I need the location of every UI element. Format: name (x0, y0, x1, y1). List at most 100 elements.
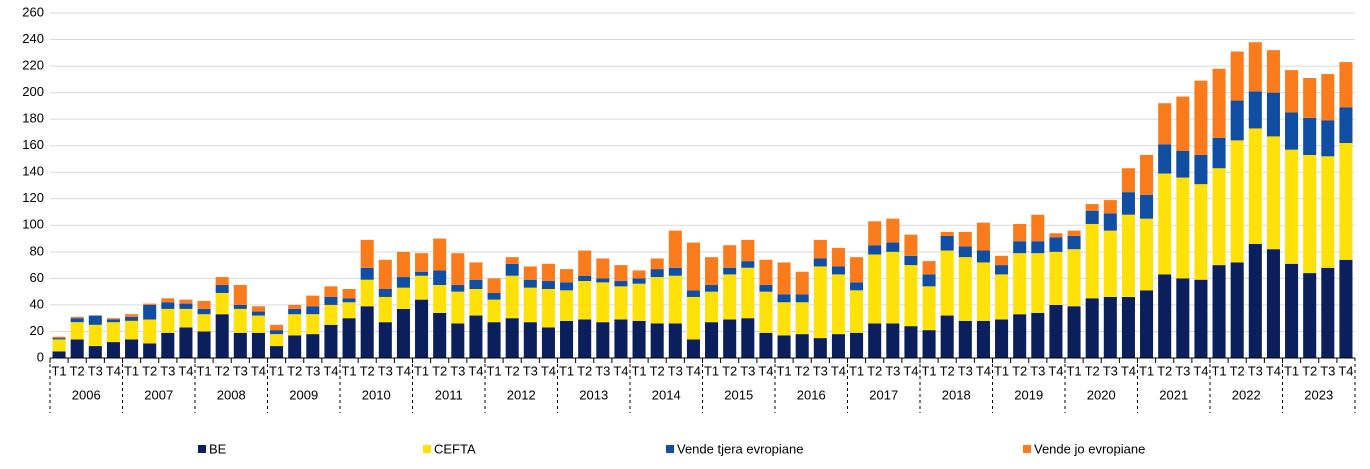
bar-segment (868, 323, 882, 358)
bar-segment (270, 324, 284, 331)
x-tick-label: T3 (1030, 363, 1045, 378)
bar-segment (360, 306, 374, 358)
bar-segment (1339, 62, 1353, 108)
bar-segment (1158, 103, 1172, 145)
bar-segment (759, 285, 773, 292)
bar-segment (958, 246, 972, 258)
bar-segment (1248, 128, 1262, 244)
bar-segment (1339, 143, 1353, 260)
bar-segment (342, 318, 356, 358)
bar-segment (850, 257, 864, 283)
bar-segment (922, 286, 936, 331)
bar-segment (396, 251, 410, 278)
bar-segment (233, 304, 247, 309)
x-tick-label: T2 (867, 363, 882, 378)
bar-segment (215, 277, 229, 286)
bar-segment (52, 338, 66, 340)
x-tick-label: T1 (414, 363, 429, 378)
x-tick-label: T3 (88, 363, 103, 378)
bar-segment (795, 302, 809, 335)
bar-segment (233, 332, 247, 358)
x-tick-label: T4 (1193, 363, 1208, 378)
x-tick-label: T2 (1085, 363, 1100, 378)
bar-segment (505, 275, 519, 319)
legend-label: Vende tjera evropiane (677, 441, 803, 456)
bar-segment (759, 259, 773, 286)
bar-segment (415, 299, 429, 358)
y-tick-label: 100 (22, 217, 44, 232)
x-tick-label: T4 (831, 363, 846, 378)
bar-segment (215, 292, 229, 315)
bar-segment (487, 322, 501, 358)
x-tick-label: T4 (1266, 363, 1281, 378)
bar-segment (1158, 274, 1172, 358)
bar-segment (1031, 214, 1045, 242)
bar-segment (1031, 253, 1045, 313)
bar-segment (233, 285, 247, 305)
bar-segment (813, 338, 827, 358)
bar-segment (288, 304, 302, 309)
x-tick-label: T3 (595, 363, 610, 378)
bar-segment (1140, 194, 1154, 219)
bar-segment (868, 245, 882, 255)
bar-segment (1067, 306, 1081, 358)
year-label: 2023 (1304, 387, 1333, 402)
year-label: 2020 (1087, 387, 1116, 402)
bar-segment (378, 296, 392, 323)
x-tick-label: T1 (559, 363, 574, 378)
bar-segment (705, 291, 719, 323)
bar-segment (1121, 296, 1135, 358)
bar-segment (1013, 253, 1027, 315)
bar-segment (958, 257, 972, 321)
x-tick-label: T3 (378, 363, 393, 378)
x-tick-label: T1 (51, 363, 66, 378)
y-tick-label: 160 (22, 137, 44, 152)
bar-segment (976, 320, 990, 358)
bar-segment (161, 298, 175, 303)
bar-segment (1230, 262, 1244, 358)
bar-segment (759, 332, 773, 358)
year-label: 2006 (72, 387, 101, 402)
bar-segment (270, 334, 284, 347)
bar-segment (324, 304, 338, 325)
bar-segment (1303, 78, 1317, 118)
bar-segment (541, 263, 555, 282)
bar-segment (995, 274, 1009, 320)
bar-segment (270, 346, 284, 358)
bar-segment (324, 324, 338, 358)
legend-label: CEFTA (434, 441, 476, 456)
bar-segment (614, 286, 628, 320)
bar-segment (505, 318, 519, 358)
x-tick-label: T4 (903, 363, 918, 378)
bar-segment (523, 279, 537, 288)
bar-segment (415, 275, 429, 300)
bar-segment (143, 303, 157, 305)
bar-segment (705, 285, 719, 292)
legend-swatch (1023, 445, 1031, 453)
x-tick-label: T4 (251, 363, 266, 378)
bar-segment (1121, 168, 1135, 193)
legend-label: BE (209, 441, 227, 456)
year-label: 2022 (1232, 387, 1261, 402)
year-label: 2012 (507, 387, 536, 402)
bar-segment (1248, 42, 1262, 92)
legend-swatch (666, 445, 674, 453)
x-tick-label: T2 (650, 363, 665, 378)
x-tick-label: T1 (776, 363, 791, 378)
bar-segment (106, 342, 120, 358)
bar-segment (813, 266, 827, 339)
bar-segment (523, 266, 537, 280)
x-tick-label: T4 (613, 363, 628, 378)
bar-segment (1049, 304, 1063, 358)
x-tick-label: T3 (1175, 363, 1190, 378)
bar-segment (777, 302, 791, 336)
bar-segment (668, 275, 682, 324)
bar-segment (487, 292, 501, 300)
bar-segment (70, 339, 84, 358)
x-tick-label: T2 (70, 363, 85, 378)
bar-segment (1266, 92, 1280, 137)
bar-segment (197, 331, 211, 358)
bar-segment (396, 277, 410, 288)
bar-segment (686, 339, 700, 358)
